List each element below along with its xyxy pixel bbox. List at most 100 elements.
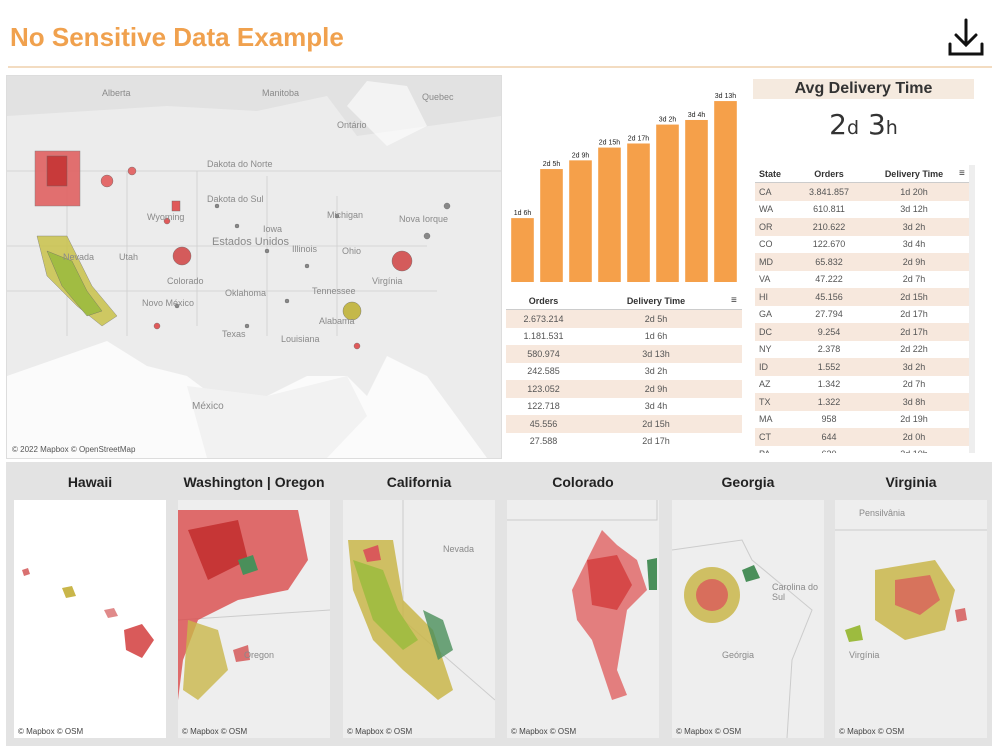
region-hawaii[interactable]: Hawaii © Mapbox © OSM <box>14 468 166 738</box>
header-delivery-time: Delivery Time <box>884 168 944 179</box>
region-map[interactable]: Pensilvânia Virgínia © Mapbox © OSM <box>835 500 987 738</box>
state-cell: HI <box>759 291 768 302</box>
main-map[interactable]: Alberta Manitoba Ontário Quebec Dakota d… <box>6 75 502 459</box>
delivery-time-cell: 1d 6h <box>644 331 668 342</box>
delivery-time-cell: 2d 17h <box>900 309 928 320</box>
region-map[interactable]: Oregon © Mapbox © OSM <box>178 500 330 738</box>
state-cell: MD <box>759 256 773 267</box>
table-row[interactable]: 242.585 3d 2h <box>506 363 742 381</box>
table-row[interactable]: CT 644 2d 0h <box>755 428 975 446</box>
region-map[interactable]: © Mapbox © OSM <box>14 500 166 738</box>
state-cell: PA <box>755 449 789 453</box>
region-map[interactable]: Carolina do Sul Geórgia © Mapbox © OSM <box>672 500 824 738</box>
map-label: Michigan <box>327 210 364 220</box>
map-copyright: © 2022 Mapbox © OpenStreetMap <box>12 445 136 454</box>
table-row[interactable]: 27.588 2d 17h <box>506 433 742 451</box>
map-label: Illinois <box>292 244 318 254</box>
sort-icon[interactable]: ≡ <box>731 295 737 306</box>
state-cell: WA <box>759 204 774 215</box>
wa-or-map <box>178 510 330 700</box>
table-row[interactable]: 1.181.531 1d 6h <box>506 328 742 346</box>
orders-cell: 610.811 <box>813 204 845 215</box>
table-row[interactable]: CO 122.670 3d 4h <box>755 236 975 254</box>
table-row[interactable]: GA 27.794 2d 17h <box>755 306 975 324</box>
table-row[interactable]: MA 958 2d 19h <box>755 411 975 429</box>
table-row[interactable]: PA6302d 10h <box>755 446 975 453</box>
region-colorado[interactable]: Colorado © Mapbox © OSM <box>507 468 659 738</box>
delivery-time-cell: 2d 17h <box>642 436 670 447</box>
table-row[interactable]: DC 9.254 2d 17h <box>755 323 975 341</box>
region-map[interactable]: © Mapbox © OSM <box>507 500 659 738</box>
state-cell: OR <box>759 221 773 232</box>
map-label: Virgínia <box>849 650 880 660</box>
region-georgia[interactable]: Georgia Carolina do Sul Geórgia © Mapbox… <box>672 468 824 738</box>
map-label: Iowa <box>263 224 283 234</box>
table-row[interactable]: NY 2.378 2d 22h <box>755 341 975 359</box>
page-title: No Sensitive Data Example <box>10 22 344 52</box>
table-row[interactable]: ID 1.552 3d 2h <box>755 358 975 376</box>
table-row[interactable]: MD 65.832 2d 9h <box>755 253 975 271</box>
state-cell: TX <box>759 396 771 407</box>
table-row[interactable]: AZ 1.342 2d 7h <box>755 376 975 394</box>
region-copyright: © Mapbox © OSM <box>347 727 413 736</box>
sort-icon[interactable]: ≡ <box>959 168 965 179</box>
orders-table[interactable]: Orders Delivery Time ≡ 2.673.214 2d 5h 1.1… <box>506 292 742 450</box>
table-row[interactable]: OR 210.622 3d 2h <box>755 218 975 236</box>
table-row[interactable]: CA 3.841.857 1d 20h <box>755 183 975 201</box>
table-row[interactable]: 123.052 2d 9h <box>506 380 742 398</box>
region-map[interactable]: Nevada © Mapbox © OSM <box>343 500 495 738</box>
table-row[interactable]: 2.673.214 2d 5h <box>506 310 742 328</box>
orders-cell: 242.585 <box>527 366 560 377</box>
orders-cell: 3.841.857 <box>808 186 850 197</box>
state-cell: NY <box>759 344 772 355</box>
table-row[interactable]: TX 1.322 3d 8h <box>755 393 975 411</box>
bar-label: 2d 5h <box>543 161 561 168</box>
bar[interactable] <box>598 147 621 282</box>
delivery-time-cell: 2d 9h <box>902 256 926 267</box>
table-row[interactable]: VA 47.222 2d 7h <box>755 271 975 289</box>
state-table[interactable]: State Orders Delivery Time ≡ CA 3.841.857… <box>755 165 975 453</box>
orders-cell: 2.378 <box>817 344 841 355</box>
avg-hours-unit: h <box>885 117 898 139</box>
bar[interactable] <box>685 119 708 282</box>
map-label: Novo México <box>142 298 195 308</box>
bar[interactable] <box>714 101 737 282</box>
state-table-scrollbar[interactable] <box>969 165 975 453</box>
region-california[interactable]: California Nevada © Mapbox © OSM <box>343 468 495 738</box>
region-virginia[interactable]: Virginia Pensilvânia Virgínia © Mapbox ©… <box>835 468 987 738</box>
table-row[interactable]: WA 610.811 3d 12h <box>755 201 975 219</box>
region-washington-oregon[interactable]: Washington | Oregon Oregon © Mapbox © OS… <box>178 468 330 738</box>
delivery-time-cell: 3d 8h <box>902 396 926 407</box>
header-orders: Orders <box>528 295 559 306</box>
region-title: Virginia <box>885 474 937 490</box>
bar[interactable] <box>656 124 679 282</box>
orders-cell: 1.322 <box>817 396 841 407</box>
state-cell: CT <box>759 431 771 442</box>
bar-label: 2d 17h <box>628 135 650 142</box>
title-divider <box>8 66 992 68</box>
map-label: Nevada <box>443 544 475 554</box>
table-row[interactable]: 45.556 2d 15h <box>506 415 742 433</box>
delivery-time-cell: 2d 5h <box>644 313 668 324</box>
delivery-bar-chart[interactable]: 1d 6h 2d 5h 2d 9h 2d 15h 2d 17h 3d 2h 3d 4h 3d … <box>504 86 744 286</box>
bar[interactable] <box>511 218 534 282</box>
download-button[interactable] <box>944 16 988 60</box>
map-label: Nevada <box>63 252 95 262</box>
delivery-time-cell: 3d 2h <box>644 366 668 377</box>
map-label: México <box>192 401 224 412</box>
delivery-time-cell: 2d 17h <box>900 326 928 337</box>
table-row[interactable]: 580.974 3d 13h <box>506 345 742 363</box>
table-row[interactable]: HI 45.156 2d 15h <box>755 288 975 306</box>
state-cell: DC <box>759 326 772 337</box>
bar[interactable] <box>540 169 563 282</box>
state-cell: CO <box>759 239 773 250</box>
map-label: Alberta <box>102 88 131 98</box>
bar[interactable] <box>569 160 592 282</box>
table-row[interactable]: 122.718 3d 4h <box>506 398 742 416</box>
delivery-time-cell: 2d 9h <box>644 383 668 394</box>
colorado-map <box>507 500 658 700</box>
bar-label: 1d 6h <box>514 210 532 217</box>
avg-days-unit: d <box>846 117 860 139</box>
orders-cell: 580.974 <box>527 348 560 359</box>
bar[interactable] <box>627 143 650 282</box>
